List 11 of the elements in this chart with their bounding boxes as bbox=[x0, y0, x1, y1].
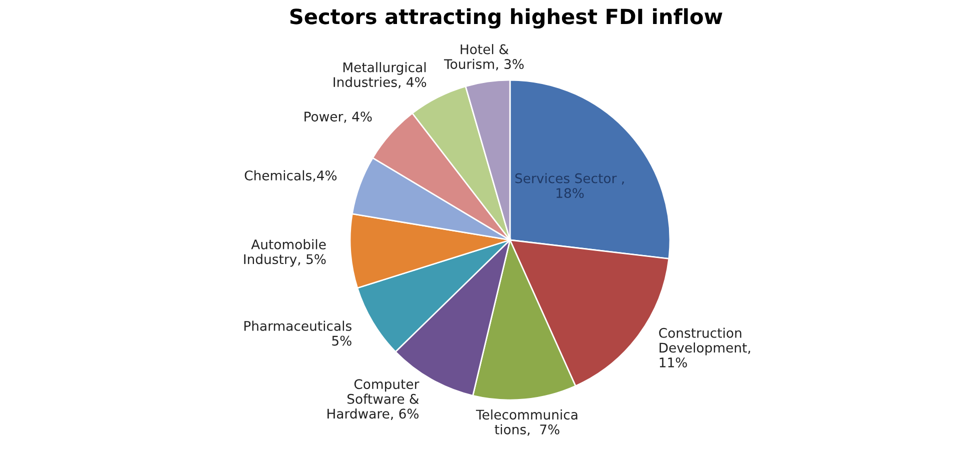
slice-label: Power, 4% bbox=[304, 112, 372, 123]
slice-label: Hotel & Tourism, 3% bbox=[444, 44, 524, 70]
slice-label: Computer Software & Hardware, 6% bbox=[328, 379, 420, 420]
chart-title: Sectors attracting highest FDI inflow bbox=[290, 8, 722, 29]
slice-label: Telecommunica tions, 7% bbox=[476, 409, 578, 436]
slice-label: Pharmaceuticals 5% bbox=[244, 320, 352, 346]
slice-label: Metallurgical Industries, 4% bbox=[334, 62, 426, 88]
slice-label: Chemicals,4% bbox=[244, 170, 337, 182]
slice-label: Services Sector , 18% bbox=[515, 173, 624, 198]
slice-label: Construction Development, 11% bbox=[659, 328, 750, 368]
slice-label: Automobile Industry, 5% bbox=[244, 239, 326, 267]
